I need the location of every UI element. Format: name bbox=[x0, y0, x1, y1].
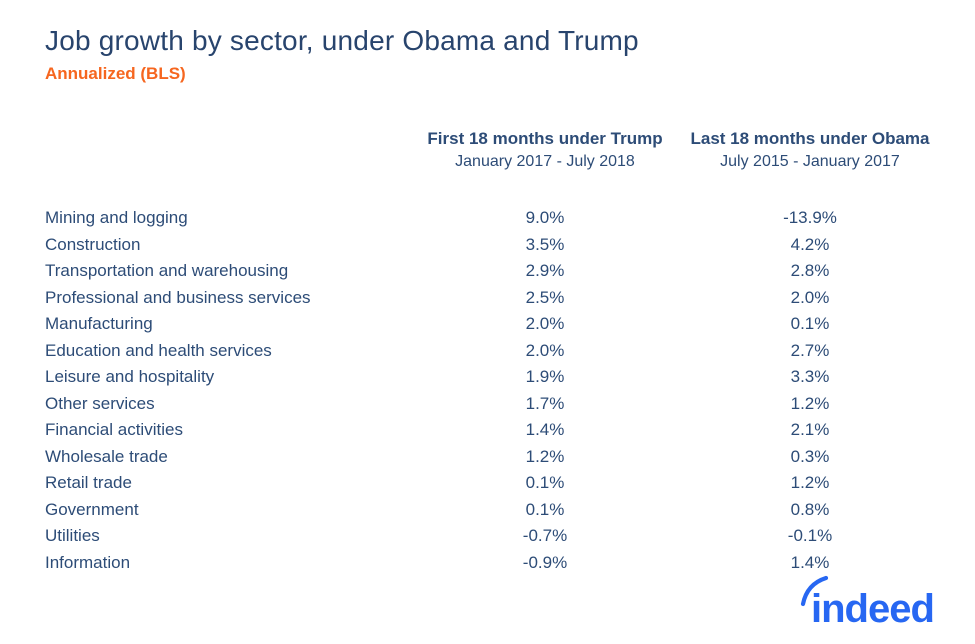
sector-label: Other services bbox=[45, 393, 155, 413]
obama-value: -13.9% bbox=[783, 208, 837, 227]
obama-value: 4.2% bbox=[790, 234, 830, 254]
table-row: Manufacturing 2.0% 0.1% bbox=[45, 311, 945, 338]
column-period-trump: January 2017 - July 2018 bbox=[455, 153, 635, 170]
trump-value: 1.4% bbox=[525, 420, 565, 439]
table-row: Financial activities 1.4% 2.1% bbox=[45, 417, 945, 444]
trump-value: 1.7% bbox=[525, 393, 565, 413]
table-row: Utilities -0.7% -0.1% bbox=[45, 523, 945, 550]
obama-value: 0.3% bbox=[790, 446, 830, 466]
table-row: Transportation and warehousing 2.9% 2.8% bbox=[45, 258, 945, 285]
table-row: Retail trade 0.1% 1.2% bbox=[45, 470, 945, 497]
table-row: Construction 3.5% 4.2% bbox=[45, 232, 945, 259]
sector-label: Utilities bbox=[45, 526, 100, 545]
logo-text: indeed bbox=[811, 587, 934, 631]
page-title: Job growth by sector, under Obama and Tr… bbox=[45, 25, 639, 56]
job-growth-table: First 18 months under Trump January 2017… bbox=[45, 128, 945, 576]
obama-value: 2.0% bbox=[790, 287, 830, 307]
trump-value: -0.7% bbox=[522, 526, 568, 545]
sector-label: Government bbox=[45, 499, 139, 519]
obama-value: 0.8% bbox=[790, 499, 830, 519]
trump-value: 2.9% bbox=[525, 261, 565, 280]
obama-value: 3.3% bbox=[790, 367, 830, 386]
sector-label: Professional and business services bbox=[45, 287, 311, 307]
trump-value: 2.5% bbox=[525, 287, 565, 307]
trump-value: 3.5% bbox=[525, 234, 565, 254]
column-header-obama: Last 18 months under Obama bbox=[690, 129, 930, 148]
table-header: First 18 months under Trump January 2017… bbox=[45, 128, 945, 174]
sector-label: Education and health services bbox=[45, 340, 272, 360]
obama-value: 2.1% bbox=[790, 420, 830, 439]
table-row: Professional and business services 2.5% 2.… bbox=[45, 285, 945, 312]
sector-label: Manufacturing bbox=[45, 314, 153, 333]
table-body: Mining and logging 9.0% -13.9% Construction… bbox=[45, 205, 945, 576]
trump-value: 0.1% bbox=[525, 499, 565, 519]
sector-label: Mining and logging bbox=[45, 208, 188, 227]
sector-label: Retail trade bbox=[45, 473, 132, 492]
table-row: Leisure and hospitality 1.9% 3.3% bbox=[45, 364, 945, 391]
table-row: Wholesale trade 1.2% 0.3% bbox=[45, 444, 945, 471]
trump-value: 2.0% bbox=[525, 314, 565, 333]
logo-swoosh-icon bbox=[800, 575, 829, 607]
table-row: Other services 1.7% 1.2% bbox=[45, 391, 945, 418]
trump-value: 0.1% bbox=[525, 473, 565, 492]
obama-value: 2.7% bbox=[790, 340, 830, 360]
table-row: Mining and logging 9.0% -13.9% bbox=[45, 205, 945, 232]
column-group-obama: Last 18 months under Obama July 2015 - J… bbox=[675, 128, 945, 174]
column-period-obama: July 2015 - January 2017 bbox=[720, 153, 900, 170]
table-row: Government 0.1% 0.8% bbox=[45, 497, 945, 524]
obama-value: 1.2% bbox=[790, 473, 830, 492]
trump-value: 1.2% bbox=[525, 446, 565, 466]
obama-value: 1.2% bbox=[790, 393, 830, 413]
table-row: Education and health services 2.0% 2.7% bbox=[45, 338, 945, 365]
sector-label: Wholesale trade bbox=[45, 446, 168, 466]
obama-value: 0.1% bbox=[790, 314, 830, 333]
page-subtitle: Annualized (BLS) bbox=[45, 64, 186, 83]
trump-value: 9.0% bbox=[525, 208, 565, 227]
trump-value: -0.9% bbox=[522, 552, 568, 572]
column-header-trump: First 18 months under Trump bbox=[427, 129, 663, 148]
trump-value: 1.9% bbox=[525, 367, 565, 386]
sector-label: Information bbox=[45, 552, 131, 572]
sector-label: Transportation and warehousing bbox=[45, 261, 289, 280]
obama-value: -0.1% bbox=[787, 526, 833, 545]
header-spacer bbox=[45, 128, 415, 174]
column-group-trump: First 18 months under Trump January 2017… bbox=[415, 128, 675, 174]
obama-value: 2.8% bbox=[790, 261, 830, 280]
sector-label: Financial activities bbox=[45, 420, 183, 439]
obama-value: 1.4% bbox=[790, 552, 830, 572]
trump-value: 2.0% bbox=[525, 340, 565, 360]
table-row: Information -0.9% 1.4% bbox=[45, 550, 945, 577]
indeed-logo-graphic: indeed bbox=[800, 575, 935, 631]
sector-label: Construction bbox=[45, 234, 141, 254]
sector-label: Leisure and hospitality bbox=[45, 367, 215, 386]
indeed-logo: indeed bbox=[798, 568, 968, 634]
